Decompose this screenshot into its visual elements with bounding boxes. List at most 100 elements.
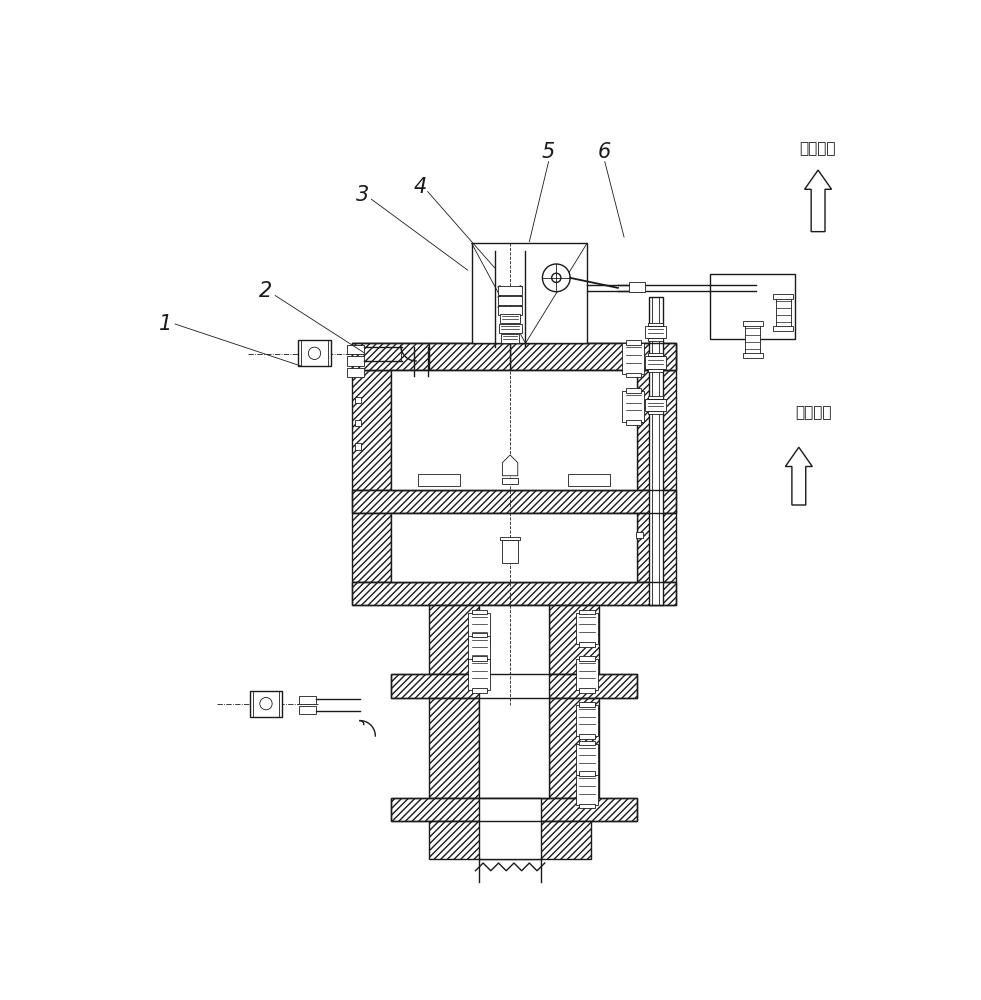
Bar xyxy=(580,741,594,745)
Circle shape xyxy=(542,264,570,292)
Bar xyxy=(472,243,587,343)
Bar xyxy=(645,326,666,338)
Bar xyxy=(430,821,591,859)
Bar xyxy=(647,369,663,372)
Bar xyxy=(580,610,594,614)
Bar xyxy=(773,326,794,331)
Bar xyxy=(354,443,361,450)
Bar xyxy=(576,744,597,775)
Bar xyxy=(580,688,594,693)
Bar xyxy=(354,420,361,426)
Bar xyxy=(647,338,663,341)
Bar xyxy=(480,605,548,798)
Bar xyxy=(637,513,676,582)
Bar xyxy=(743,321,762,326)
Bar xyxy=(472,633,487,637)
Bar xyxy=(430,698,480,798)
Bar xyxy=(352,343,676,370)
Text: 5: 5 xyxy=(542,142,555,162)
Bar xyxy=(390,370,637,490)
Bar xyxy=(352,490,676,513)
Bar xyxy=(510,343,676,370)
Bar xyxy=(347,356,364,366)
Bar xyxy=(500,314,520,323)
Bar xyxy=(352,582,676,605)
Bar xyxy=(390,798,637,821)
Bar xyxy=(648,297,662,605)
Text: 2: 2 xyxy=(259,281,273,301)
Bar xyxy=(472,610,487,614)
Bar xyxy=(776,297,791,328)
Bar xyxy=(580,702,594,707)
Bar xyxy=(568,474,610,486)
Text: 4: 4 xyxy=(413,177,427,197)
Bar xyxy=(647,323,663,326)
Text: 至开度表: 至开度表 xyxy=(800,142,836,157)
Bar xyxy=(347,368,364,377)
Bar xyxy=(501,334,519,343)
Bar xyxy=(250,691,283,717)
Bar xyxy=(647,411,663,414)
Bar xyxy=(352,343,430,370)
Bar xyxy=(637,370,676,490)
Bar xyxy=(472,642,487,647)
Bar xyxy=(352,490,676,513)
Bar xyxy=(647,396,663,399)
Bar xyxy=(580,642,594,647)
Bar xyxy=(580,804,594,808)
Bar xyxy=(623,391,645,422)
Bar xyxy=(469,613,490,644)
Bar xyxy=(580,734,594,739)
Bar xyxy=(626,388,641,393)
Bar xyxy=(347,345,364,354)
Bar xyxy=(498,324,522,333)
Bar xyxy=(480,798,541,859)
Bar xyxy=(645,356,666,369)
FancyArrow shape xyxy=(804,170,832,232)
Bar xyxy=(623,343,645,374)
Bar xyxy=(472,656,487,661)
Bar xyxy=(580,773,594,778)
Bar xyxy=(745,324,760,355)
Bar xyxy=(469,659,490,690)
Bar xyxy=(390,674,637,698)
Bar xyxy=(497,306,523,315)
Bar xyxy=(502,540,518,563)
Bar xyxy=(299,706,316,714)
Text: 3: 3 xyxy=(356,185,369,205)
Bar xyxy=(710,274,795,339)
Bar xyxy=(580,656,594,661)
Circle shape xyxy=(260,698,272,710)
Bar xyxy=(647,353,663,356)
Bar xyxy=(299,696,316,704)
Bar xyxy=(548,698,598,798)
Bar xyxy=(743,353,762,358)
Bar xyxy=(430,605,480,674)
Bar xyxy=(576,705,597,736)
Bar xyxy=(502,478,518,484)
Bar xyxy=(626,373,641,377)
Bar xyxy=(497,286,523,295)
Bar xyxy=(390,674,637,698)
Bar xyxy=(576,659,597,690)
Bar xyxy=(352,513,390,582)
Bar xyxy=(645,399,666,411)
Bar xyxy=(354,397,361,403)
Text: 1: 1 xyxy=(159,314,172,334)
Bar xyxy=(390,798,637,821)
Bar xyxy=(497,296,523,305)
Circle shape xyxy=(308,347,321,359)
Text: 6: 6 xyxy=(598,142,611,162)
Bar xyxy=(630,282,645,292)
Bar xyxy=(626,420,641,425)
Bar xyxy=(576,774,597,805)
Bar xyxy=(626,340,641,345)
Bar xyxy=(637,532,643,538)
Bar xyxy=(352,343,676,370)
Bar xyxy=(469,636,490,667)
Text: 气源进口: 气源进口 xyxy=(796,405,832,420)
Bar xyxy=(580,771,594,776)
Bar xyxy=(576,613,597,644)
Bar xyxy=(430,343,510,370)
Bar xyxy=(472,665,487,670)
